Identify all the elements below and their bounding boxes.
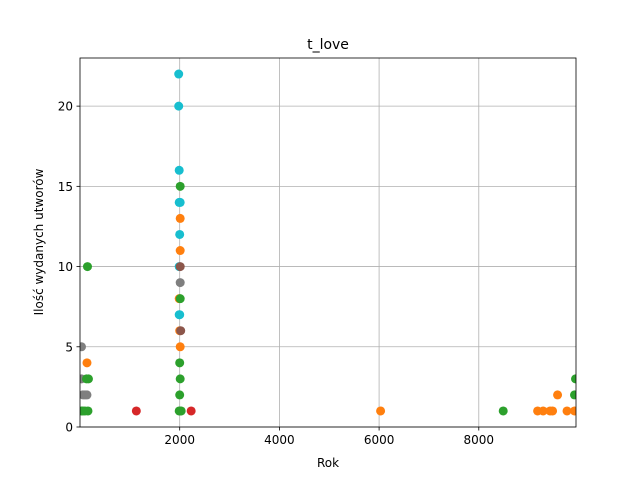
scatter-point	[175, 294, 185, 304]
scatter-point	[80, 342, 86, 352]
scatter-point	[562, 406, 572, 416]
scatter-point	[186, 406, 196, 416]
scatter-point	[174, 69, 184, 79]
scatter-point	[498, 406, 508, 416]
plot-frame	[79, 57, 577, 428]
scatter-point	[571, 374, 576, 384]
x-tick-label: 4000	[264, 433, 295, 447]
y-tick-label: 15	[58, 180, 73, 194]
x-axis-label: Rok	[317, 456, 339, 470]
scatter-point	[82, 358, 92, 368]
scatter-point	[82, 390, 92, 400]
grid	[80, 58, 576, 428]
x-tick-label: 6000	[364, 433, 395, 447]
scatter-point	[376, 406, 386, 416]
scatter-point	[570, 406, 576, 416]
y-axis-label: Ilość wydanych utworów	[32, 168, 46, 315]
scatter-point	[175, 310, 185, 320]
scatter-point	[175, 181, 185, 191]
scatter-point	[83, 406, 93, 416]
scatter-point	[176, 406, 186, 416]
scatter-point	[175, 374, 185, 384]
scatter-point	[175, 358, 185, 368]
y-tick-label: 10	[58, 260, 73, 274]
y-tick-label: 20	[58, 100, 73, 114]
scatter-point	[553, 390, 563, 400]
scatter-point	[82, 262, 92, 272]
axis-ticks: 2000 4000 6000 8000 0 5 10 15 20	[58, 100, 494, 447]
scatter-point	[175, 197, 185, 207]
x-tick-label: 2000	[164, 433, 195, 447]
scatter-point	[538, 406, 548, 416]
scatter-point	[83, 374, 93, 384]
x-tick-label: 8000	[464, 433, 495, 447]
scatter-point	[548, 406, 558, 416]
scatter-point	[174, 165, 184, 175]
scatter-point	[131, 406, 141, 416]
scatter-point	[175, 278, 185, 288]
scatter-point	[570, 390, 576, 400]
y-tick-label: 0	[65, 421, 73, 435]
scatter-point	[175, 246, 185, 256]
scatter-point	[176, 326, 186, 336]
scatter-point	[175, 262, 185, 272]
data-points	[80, 69, 576, 416]
scatter-point	[175, 390, 185, 400]
chart-title: t_love	[307, 37, 349, 53]
y-tick-label: 5	[65, 340, 73, 354]
scatter-point	[175, 342, 185, 352]
scatter-point	[175, 213, 185, 223]
scatter-point	[174, 101, 184, 111]
scatter-point	[175, 229, 185, 239]
